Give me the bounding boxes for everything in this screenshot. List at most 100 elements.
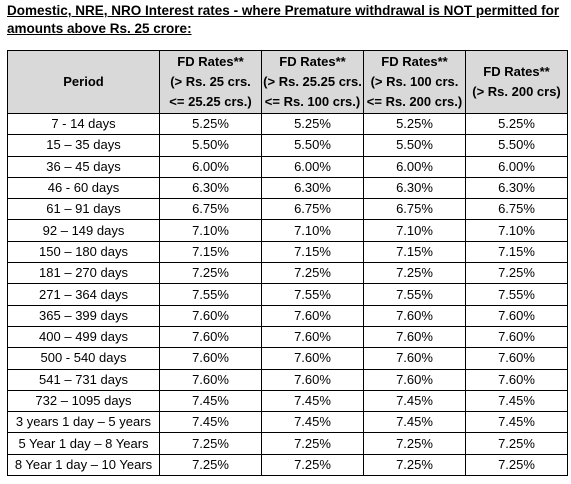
- table-row: 400 – 499 days 7.60% 7.60% 7.60% 7.60%: [7, 325, 568, 349]
- period-cell: 46 - 60 days: [7, 176, 160, 200]
- table-body: 7 - 14 days 5.25% 5.25% 5.25% 5.25% 15 – 35 d…: [7, 112, 568, 477]
- period-cell: 181 – 270 days: [7, 262, 160, 285]
- table-row: 500 - 540 days 7.60% 7.60% 7.60% 7.60%: [7, 347, 568, 370]
- rate-cell: 7.45%: [363, 411, 466, 434]
- rate-cell: 7.55%: [261, 283, 364, 306]
- rate-cell: 7.45%: [465, 411, 568, 434]
- rate-cell: 7.25%: [261, 262, 364, 285]
- rate-cell: 6.75%: [363, 198, 466, 221]
- period-cell: 7 - 14 days: [7, 112, 160, 136]
- rate-cell: 7.60%: [363, 368, 466, 391]
- table-row: 150 – 180 days 7.15% 7.15% 7.15% 7.15%: [7, 240, 568, 264]
- header-line: FD Rates**: [177, 54, 244, 69]
- table-row: 15 – 35 days 5.50% 5.50% 5.50% 5.50%: [7, 134, 568, 157]
- rate-cell: 7.60%: [465, 347, 568, 370]
- rate-cell: 5.25%: [159, 112, 262, 136]
- header-line: (> Rs. 100 crs.: [370, 74, 459, 89]
- rate-cell: 7.25%: [363, 262, 466, 285]
- header-line: (> Rs. 200 crs): [472, 84, 561, 99]
- table-row: 365 – 399 days 7.60% 7.60% 7.60% 7.60%: [7, 304, 568, 327]
- table-row: 541 – 731 days 7.60% 7.60% 7.60% 7.60%: [7, 368, 568, 391]
- period-cell: 541 – 731 days: [7, 368, 160, 391]
- header-line: (> Rs. 25.25 crs.: [263, 74, 362, 89]
- table-row: 92 – 149 days 7.10% 7.10% 7.10% 7.10%: [7, 219, 568, 242]
- rate-cell: 7.60%: [159, 368, 262, 391]
- rate-cell: 7.45%: [261, 411, 364, 434]
- rate-cell: 7.25%: [261, 453, 364, 477]
- rate-cell: 7.60%: [465, 325, 568, 349]
- period-cell: 150 – 180 days: [7, 240, 160, 264]
- table-row: 732 – 1095 days 7.45% 7.45% 7.45% 7.45%: [7, 389, 568, 413]
- period-cell: 92 – 149 days: [7, 219, 160, 242]
- rate-cell: 7.15%: [465, 240, 568, 264]
- rate-cell: 7.25%: [363, 453, 466, 477]
- rate-cell: 7.10%: [363, 219, 466, 242]
- rate-cell: 7.45%: [159, 389, 262, 413]
- rate-cell: 7.10%: [159, 219, 262, 242]
- rate-cell: 5.25%: [363, 112, 466, 136]
- rate-cell: 7.55%: [159, 283, 262, 306]
- rate-cell: 7.60%: [465, 368, 568, 391]
- rate-cell: 7.25%: [465, 432, 568, 455]
- rate-cell: 6.00%: [465, 155, 568, 178]
- interest-rate-table: Period FD Rates** (> Rs. 25 crs. <= 25.25 …: [7, 50, 568, 477]
- header-line: (> Rs. 25 crs.: [170, 74, 251, 89]
- table-row: 8 Year 1 day – 10 Years 7.25% 7.25% 7.25% 7.…: [7, 453, 568, 477]
- rate-cell: 5.25%: [261, 112, 364, 136]
- rate-cell: 7.55%: [465, 283, 568, 306]
- rate-cell: 7.60%: [261, 368, 364, 391]
- rate-cell: 7.60%: [159, 347, 262, 370]
- header-line: <= 25.25 crs.): [169, 94, 252, 109]
- period-cell: 400 – 499 days: [7, 325, 160, 349]
- rate-cell: 7.25%: [465, 262, 568, 285]
- header-line: <= Rs. 200 crs.): [366, 94, 463, 109]
- rate-cell: 7.25%: [159, 432, 262, 455]
- rate-cell: 7.45%: [465, 389, 568, 413]
- rate-cell: 7.25%: [261, 432, 364, 455]
- table-row: 5 Year 1 day – 8 Years 7.25% 7.25% 7.25% 7.2…: [7, 432, 568, 455]
- period-cell: 61 – 91 days: [7, 198, 160, 221]
- rate-cell: 7.60%: [261, 304, 364, 327]
- page-title: Domestic, NRE, NRO Interest rates - wher…: [7, 3, 560, 36]
- period-cell: 271 – 364 days: [7, 283, 160, 306]
- rate-cell: 7.45%: [159, 411, 262, 434]
- rate-cell: 7.25%: [465, 453, 568, 477]
- rate-cell: 7.45%: [261, 389, 364, 413]
- rate-cell: 7.25%: [159, 262, 262, 285]
- rate-cell: 7.25%: [159, 453, 262, 477]
- rate-cell: 7.60%: [261, 325, 364, 349]
- rate-cell: 5.25%: [465, 112, 568, 136]
- rate-cell: 5.50%: [363, 134, 466, 157]
- period-cell: 500 - 540 days: [7, 347, 160, 370]
- rate-cell: 7.15%: [159, 240, 262, 264]
- period-cell: 36 – 45 days: [7, 155, 160, 178]
- period-cell: 365 – 399 days: [7, 304, 160, 327]
- period-cell: 15 – 35 days: [7, 134, 160, 157]
- header-fd-rate-25-25-crs: FD Rates** (> Rs. 25.25 crs. <= Rs. 100 cr…: [261, 50, 364, 114]
- period-cell: 5 Year 1 day – 8 Years: [7, 432, 160, 455]
- header-fd-rate-25-crs: FD Rates** (> Rs. 25 crs. <= 25.25 crs.): [159, 50, 262, 114]
- rate-cell: 7.60%: [261, 347, 364, 370]
- rate-cell: 7.15%: [363, 240, 466, 264]
- rate-cell: 6.30%: [261, 176, 364, 200]
- table-row: 7 - 14 days 5.25% 5.25% 5.25% 5.25%: [7, 112, 568, 136]
- rate-cell: 7.10%: [465, 219, 568, 242]
- header-line: Period: [63, 74, 104, 89]
- rate-cell: 6.75%: [261, 198, 364, 221]
- period-cell: 8 Year 1 day – 10 Years: [7, 453, 160, 477]
- rate-cell: 6.30%: [363, 176, 466, 200]
- rate-cell: 7.15%: [261, 240, 364, 264]
- table-header-row: Period FD Rates** (> Rs. 25 crs. <= 25.25 …: [7, 50, 568, 114]
- rate-cell: 5.50%: [159, 134, 262, 157]
- rate-cell: 7.60%: [159, 304, 262, 327]
- rate-cell: 6.75%: [465, 198, 568, 221]
- rate-cell: 7.60%: [465, 304, 568, 327]
- period-cell: 732 – 1095 days: [7, 389, 160, 413]
- rate-cell: 5.50%: [261, 134, 364, 157]
- table-row: 271 – 364 days 7.55% 7.55% 7.55% 7.55%: [7, 283, 568, 306]
- rate-cell: 6.00%: [363, 155, 466, 178]
- rate-cell: 7.55%: [363, 283, 466, 306]
- rate-cell: 5.50%: [465, 134, 568, 157]
- header-fd-rate-100-crs: FD Rates** (> Rs. 100 crs. <= Rs. 200 crs.…: [363, 50, 466, 114]
- rate-cell: 7.60%: [159, 325, 262, 349]
